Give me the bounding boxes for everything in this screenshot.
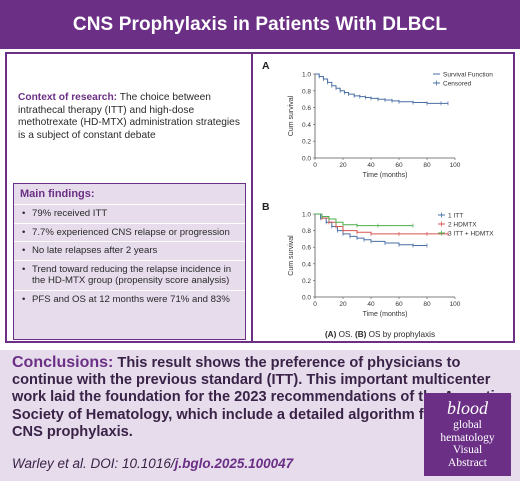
panel-a-letter: A bbox=[262, 60, 270, 72]
conclusions-text: Conclusions: This result shows the prefe… bbox=[12, 354, 512, 441]
y-tick-label: 0.0 bbox=[302, 156, 311, 163]
chart-b-os-by-prophylaxis: 0.0 0.2 0.4 0.6 0.8 1.0 0 20 40 60 80 100 Time (mont… bbox=[288, 212, 494, 319]
header-bar: CNS Prophylaxis in Patients With DLBCL bbox=[0, 0, 520, 49]
legend-entry: Censored bbox=[443, 80, 472, 87]
finding-item: Trend toward reducing the relapse incide… bbox=[14, 259, 245, 290]
finding-item: 79% received ITT bbox=[14, 204, 245, 223]
x-tick-label: 80 bbox=[423, 162, 431, 169]
conclusions-body: This result shows the preference of phys… bbox=[12, 355, 512, 440]
chart-caption: (A) OS. (B) OS by prophylaxis bbox=[320, 330, 440, 339]
logo-blood: blood bbox=[446, 398, 488, 418]
x-axis-label: Time (months) bbox=[363, 311, 408, 318]
y-tick-label: 0.6 bbox=[302, 105, 311, 112]
y-tick-label: 0.4 bbox=[302, 261, 311, 268]
logo-line: global bbox=[453, 419, 482, 431]
findings-list: 79% received ITT 7.7% experienced CNS re… bbox=[14, 204, 245, 308]
main-findings-box: Main findings: 79% received ITT 7.7% exp… bbox=[13, 183, 246, 340]
x-tick-label: 100 bbox=[450, 162, 461, 169]
series-line bbox=[315, 73, 448, 104]
x-tick-label: 20 bbox=[339, 162, 347, 169]
series-line bbox=[315, 213, 413, 227]
citation: Warley et al. DOI: 10.1016/j.bglo.2025.1… bbox=[12, 456, 293, 471]
x-tick-label: 40 bbox=[367, 162, 375, 169]
x-tick-label: 100 bbox=[450, 301, 461, 308]
x-tick-label: 40 bbox=[367, 301, 375, 308]
x-axis-label: Time (months) bbox=[363, 172, 408, 179]
finding-item: 7.7% experienced CNS relapse or progress… bbox=[14, 222, 245, 242]
left-panel bbox=[9, 53, 253, 343]
x-tick-label: 60 bbox=[395, 162, 403, 169]
series-line bbox=[315, 213, 427, 247]
caption-b-text: OS by prophylaxis bbox=[366, 330, 436, 339]
context-of-research: Context of research: The choice between … bbox=[18, 92, 246, 142]
logo-line: hematology bbox=[440, 431, 495, 444]
caption-a-label: (A) bbox=[324, 330, 337, 339]
logo-line: Abstract bbox=[448, 456, 487, 469]
series-line bbox=[315, 213, 448, 235]
panel-b-letter: B bbox=[262, 201, 270, 213]
x-tick-label: 60 bbox=[395, 301, 403, 308]
blood-global-hematology-logo: blood global hematology Visual Abstract bbox=[424, 393, 511, 476]
legend-entry: 1 ITT bbox=[448, 212, 463, 219]
y-tick-label: 0.2 bbox=[302, 278, 311, 285]
chart-a-os: 0.0 0.2 0.4 0.6 0.8 1.0 0 20 40 60 80 100 Time (mont… bbox=[288, 71, 493, 179]
y-axis-label: Cum survival bbox=[288, 235, 295, 276]
y-axis-label: Cum survival bbox=[288, 95, 295, 136]
caption-b-label: (B) bbox=[354, 330, 367, 339]
y-tick-label: 0.0 bbox=[302, 295, 311, 302]
context-text: The choice between intrathecal therapy (… bbox=[18, 92, 240, 141]
y-tick-label: 1.0 bbox=[302, 212, 311, 219]
caption-a-text: OS. bbox=[336, 330, 355, 339]
citation-authors: Warley et al. DOI: 10.1016/ bbox=[12, 456, 175, 471]
legend-entry: Survival Function bbox=[443, 71, 493, 78]
page-title: CNS Prophylaxis in Patients With DLBCL bbox=[72, 13, 448, 35]
y-tick-label: 0.6 bbox=[302, 245, 311, 252]
y-tick-label: 0.4 bbox=[302, 122, 311, 129]
findings-title: Main findings: bbox=[20, 188, 95, 200]
y-tick-label: 0.8 bbox=[302, 228, 311, 235]
legend-entry: 2 HDMTX bbox=[448, 221, 477, 228]
x-tick-label: 0 bbox=[313, 162, 317, 169]
x-tick-label: 80 bbox=[423, 301, 431, 308]
x-tick-label: 20 bbox=[339, 301, 347, 308]
y-tick-label: 1.0 bbox=[302, 72, 311, 79]
y-tick-label: 0.2 bbox=[302, 139, 311, 146]
legend-entry: 3 ITT + HDMTX bbox=[448, 230, 494, 237]
y-tick-label: 0.8 bbox=[302, 88, 311, 95]
x-tick-label: 0 bbox=[313, 301, 317, 308]
context-label: Context of research: bbox=[18, 92, 118, 103]
logo-line: Visual bbox=[452, 444, 483, 456]
conclusions-label: Conclusions: bbox=[12, 354, 114, 371]
main-panel bbox=[5, 52, 515, 343]
doi-link[interactable]: j.bglo.2025.100047 bbox=[174, 456, 294, 471]
finding-item: PFS and OS at 12 months were 71% and 83% bbox=[14, 289, 245, 309]
finding-item: No late relapses after 2 years bbox=[14, 241, 245, 260]
